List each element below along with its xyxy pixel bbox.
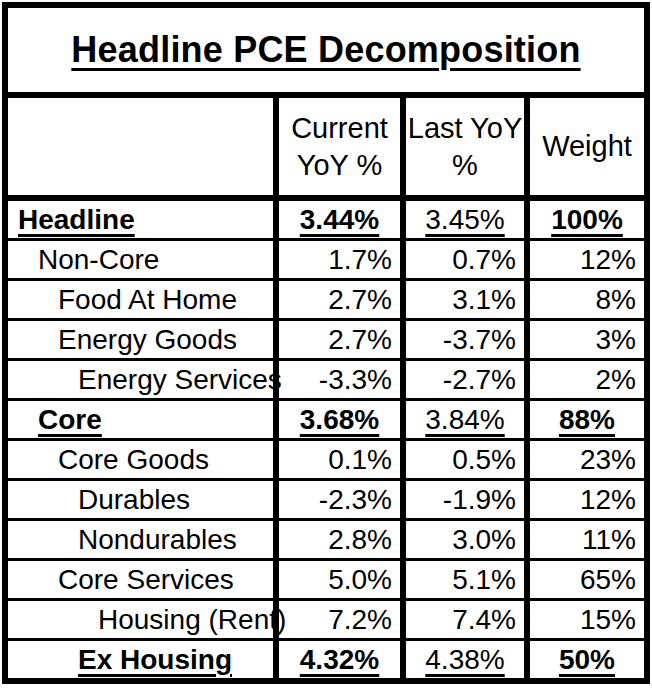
table-row: Housing (Rent) 7.2% 7.4% 15% — [8, 601, 644, 641]
weight-value: 3% — [524, 321, 644, 358]
last-yoy-value: 7.4% — [400, 601, 524, 638]
last-yoy-value: 0.7% — [400, 241, 524, 278]
last-yoy-value: -1.9% — [400, 481, 524, 518]
row-label: Nondurables — [8, 521, 273, 558]
row-label: Non-Core — [8, 241, 273, 278]
table-row: Energy Services -3.3% -2.7% 2% — [8, 361, 644, 401]
table-row: Energy Goods 2.7% -3.7% 3% — [8, 321, 644, 361]
weight-value: 100% — [524, 201, 644, 238]
current-yoy-value: 2.8% — [273, 521, 400, 558]
header-blank-cell — [8, 98, 273, 195]
last-yoy-value: 3.45% — [400, 201, 524, 238]
row-label: Energy Goods — [8, 321, 273, 358]
last-yoy-value: -2.7% — [400, 361, 524, 398]
last-yoy-value: 4.38% — [400, 641, 524, 678]
header-last-yoy: Last YoY % — [400, 98, 524, 195]
weight-value: 11% — [524, 521, 644, 558]
last-yoy-value: 3.1% — [400, 281, 524, 318]
weight-value: 50% — [524, 641, 644, 678]
current-yoy-value: 1.7% — [273, 241, 400, 278]
table-title: Headline PCE Decomposition — [71, 29, 580, 71]
table-title-row: Headline PCE Decomposition — [8, 8, 644, 98]
row-label: Ex Housing — [8, 641, 273, 678]
current-yoy-value: 3.44% — [273, 201, 400, 238]
row-label: Housing (Rent) — [8, 601, 273, 638]
row-label: Food At Home — [8, 281, 273, 318]
table-header-row: Current YoY % Last YoY % Weight — [8, 98, 644, 201]
table-row: Headline 3.44% 3.45% 100% — [8, 201, 644, 241]
current-yoy-value: 3.68% — [273, 401, 400, 438]
table-row: Core Goods 0.1% 0.5% 23% — [8, 441, 644, 481]
current-yoy-value: 7.2% — [273, 601, 400, 638]
pce-decomposition-table: Headline PCE Decomposition Current YoY %… — [2, 2, 650, 684]
weight-value: 12% — [524, 241, 644, 278]
current-yoy-value: 5.0% — [273, 561, 400, 598]
row-label: Headline — [8, 201, 273, 238]
row-label: Core — [8, 401, 273, 438]
last-yoy-value: -3.7% — [400, 321, 524, 358]
table-row: Nondurables 2.8% 3.0% 11% — [8, 521, 644, 561]
weight-value: 65% — [524, 561, 644, 598]
header-weight: Weight — [524, 98, 644, 195]
table-body: Headline 3.44% 3.45% 100% Non-Core 1.7% … — [8, 201, 644, 678]
current-yoy-value: 2.7% — [273, 281, 400, 318]
weight-value: 88% — [524, 401, 644, 438]
table-row: Food At Home 2.7% 3.1% 8% — [8, 281, 644, 321]
current-yoy-value: -2.3% — [273, 481, 400, 518]
last-yoy-value: 3.84% — [400, 401, 524, 438]
weight-value: 2% — [524, 361, 644, 398]
table-row: Core 3.68% 3.84% 88% — [8, 401, 644, 441]
current-yoy-value: 2.7% — [273, 321, 400, 358]
weight-value: 23% — [524, 441, 644, 478]
table-row: Durables -2.3% -1.9% 12% — [8, 481, 644, 521]
row-label: Core Services — [8, 561, 273, 598]
weight-value: 8% — [524, 281, 644, 318]
row-label: Energy Services — [8, 361, 273, 398]
current-yoy-value: -3.3% — [273, 361, 400, 398]
row-label: Durables — [8, 481, 273, 518]
current-yoy-value: 4.32% — [273, 641, 400, 678]
current-yoy-value: 0.1% — [273, 441, 400, 478]
table-row: Core Services 5.0% 5.1% 65% — [8, 561, 644, 601]
last-yoy-value: 5.1% — [400, 561, 524, 598]
table-row: Ex Housing 4.32% 4.38% 50% — [8, 641, 644, 678]
weight-value: 12% — [524, 481, 644, 518]
header-current-yoy: Current YoY % — [273, 98, 400, 195]
table-row: Non-Core 1.7% 0.7% 12% — [8, 241, 644, 281]
row-label: Core Goods — [8, 441, 273, 478]
last-yoy-value: 3.0% — [400, 521, 524, 558]
last-yoy-value: 0.5% — [400, 441, 524, 478]
weight-value: 15% — [524, 601, 644, 638]
